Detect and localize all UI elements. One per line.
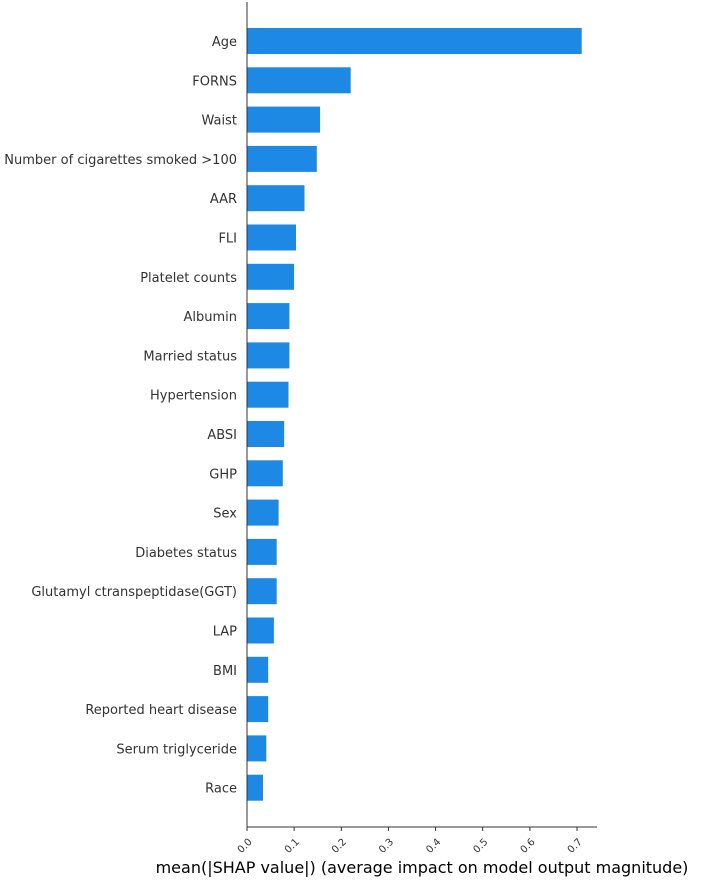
x-tick-label: 0.4 (424, 837, 443, 856)
category-label: Hypertension (150, 389, 237, 404)
category-label: Number of cigarettes smoked >100 (4, 153, 237, 168)
bar-bmi (247, 656, 269, 683)
x-ticks-group: 0.0 0.1 0.2 0.3 0.4 0.5 0.6 0.7 (236, 827, 585, 856)
category-label: FLI (218, 232, 237, 247)
bar-age (247, 28, 582, 54)
category-label: Serum triglyceride (116, 742, 237, 757)
bar-aar (247, 185, 305, 212)
x-tick-label: 0.0 (236, 837, 255, 856)
category-label: Married status (143, 349, 237, 364)
bar-hypertension (247, 381, 289, 408)
category-label: Waist (202, 114, 237, 129)
x-tick-label: 0.3 (377, 837, 396, 856)
bar-lap (247, 617, 274, 644)
bar-glutamyl-ctranspeptidase-ggt (247, 578, 277, 605)
category-label: Race (205, 782, 237, 797)
bar-race (247, 774, 263, 801)
x-tick-label: 0.2 (330, 837, 349, 856)
x-axis-label: mean(|SHAP value|) (average impact on mo… (156, 858, 689, 877)
bar-forns (247, 67, 351, 94)
category-label: FORNS (192, 74, 237, 89)
bar-sex (247, 499, 279, 526)
bar-fli (247, 224, 296, 251)
bars-group (247, 28, 582, 801)
category-label: Glutamyl ctranspeptidase(GGT) (31, 585, 237, 600)
bar-number-of-cigarettes-smoked-100 (247, 145, 317, 172)
x-tick-label: 0.5 (471, 837, 490, 856)
category-label: ABSI (207, 428, 237, 443)
category-label: BMI (213, 664, 237, 679)
category-labels-group: Age FORNS Waist Number of cigarettes smoked… (4, 35, 237, 797)
bar-married-status (247, 342, 290, 369)
category-label: LAP (213, 625, 237, 640)
bar-absi (247, 421, 285, 447)
category-label: Reported heart disease (85, 703, 237, 718)
x-tick-label: 0.7 (566, 837, 585, 856)
bar-ghp (247, 460, 283, 487)
category-label: Platelet counts (140, 271, 237, 286)
bar-reported-heart-disease (247, 696, 269, 723)
category-label: Age (212, 35, 237, 50)
bar-platelet-counts (247, 263, 295, 290)
x-tick-label: 0.6 (519, 837, 538, 856)
category-label: GHP (209, 467, 237, 482)
category-label: Albumin (183, 310, 237, 325)
category-label: Sex (213, 507, 237, 522)
bar-diabetes-status (247, 538, 277, 565)
bar-waist (247, 106, 321, 133)
category-label: Diabetes status (135, 546, 237, 561)
x-tick-label: 0.1 (283, 837, 302, 856)
bar-albumin (247, 303, 290, 330)
category-label: AAR (210, 192, 237, 207)
bar-serum-triglyceride (247, 735, 267, 762)
